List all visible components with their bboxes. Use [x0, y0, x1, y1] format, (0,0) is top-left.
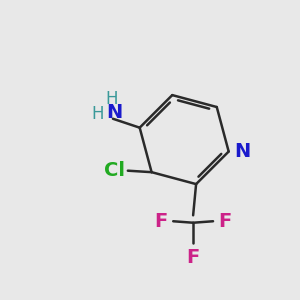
Text: H: H	[92, 105, 104, 123]
Text: H: H	[105, 90, 118, 108]
Text: N: N	[234, 142, 250, 161]
Text: Cl: Cl	[104, 161, 125, 180]
Text: F: F	[187, 248, 200, 267]
Text: N: N	[106, 103, 122, 122]
Text: F: F	[218, 212, 232, 231]
Text: F: F	[154, 212, 168, 231]
